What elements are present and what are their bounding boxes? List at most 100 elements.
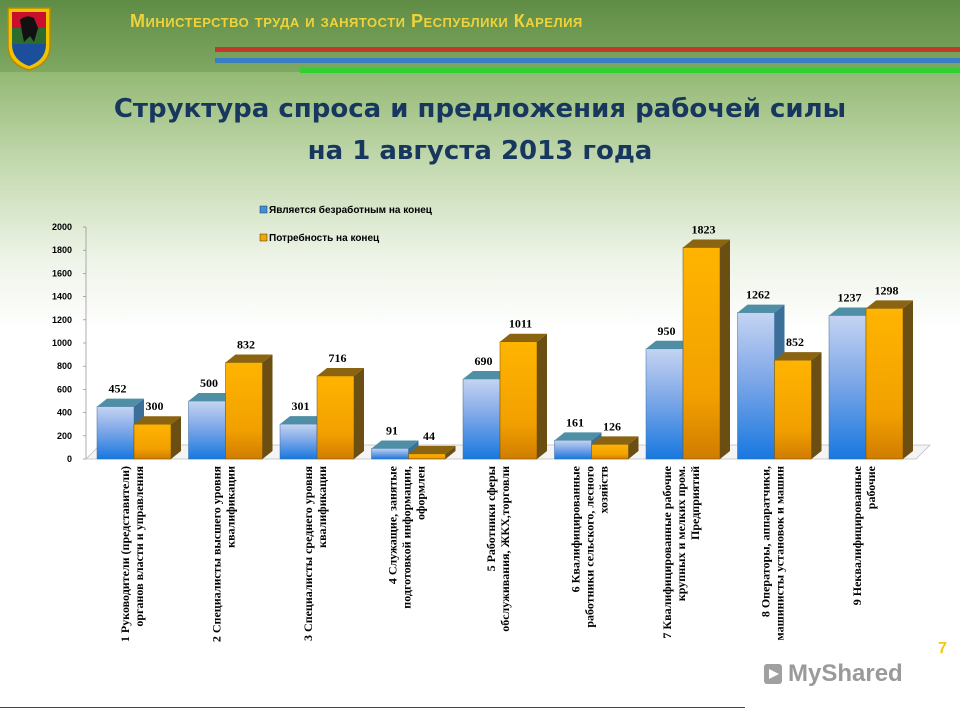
bar-top [97,398,144,407]
data-label: 832 [237,337,255,351]
y-tick-label: 1200 [52,315,72,325]
bar [865,308,904,460]
bar [96,406,135,460]
bar [828,315,867,460]
bar-top [829,307,876,316]
legend-swatch [259,205,268,214]
y-tick-label: 1400 [52,292,72,302]
bar-top [188,393,236,401]
bar [499,341,538,460]
bar-top [774,352,822,361]
y-tick-label: 0 [67,454,72,464]
bar-top [371,440,419,449]
y-tick-label: 1800 [52,245,72,255]
category-label: 7 Квалифицированные рабочиекрупных и мел… [660,465,702,638]
bar [133,423,172,460]
data-label: 301 [292,399,310,413]
data-label: 716 [329,351,347,365]
bar-side [811,352,822,459]
bar-top [408,445,456,454]
data-label: 500 [200,376,218,390]
bar-top [134,416,181,425]
legend-label: Является безработным на конец [269,204,433,216]
bar-top [554,432,602,441]
bar-side [354,367,364,459]
data-label: 161 [566,415,584,429]
page-title: Структура спроса и предложения рабочей с… [40,88,920,172]
header-stripe-blue [215,58,960,63]
y-tick-label: 2000 [52,222,72,232]
page-title-line2: на 1 августа 2013 года [307,136,653,166]
data-label: 452 [109,382,127,396]
bar-side [171,416,181,459]
bar-top [646,340,693,349]
bar [408,453,446,460]
bottom-rule [0,707,745,708]
category-label: 1 Руководители (представители)органов вл… [118,466,146,643]
bar [591,444,629,460]
bar-top [280,416,327,425]
bar [279,423,318,460]
bar-top [683,239,730,248]
category-label: 8 Операторы, аппаратчики,машинисты устан… [759,466,787,641]
y-tick-label: 200 [57,431,72,441]
bar-side [537,333,547,459]
bar-top [225,354,273,363]
bar-top [591,436,639,445]
bar [371,448,409,460]
data-label: 300 [146,399,164,413]
legend-swatch [259,233,268,242]
y-tick-label: 600 [57,384,72,394]
bar [645,348,684,460]
bar-side [720,239,730,459]
bar [682,247,721,460]
bar-top [500,333,547,342]
data-label: 852 [786,335,804,349]
legend-label: Потребность на конец [269,232,380,244]
data-label: 1262 [746,288,770,302]
bar-side [903,300,913,459]
bar-top [737,304,785,313]
category-label: 9 Неквалифицированныерабочие [850,465,878,605]
bar [225,362,263,460]
page-number: 7 [938,640,947,657]
bar [188,400,226,460]
category-label: 3 Специалисты среднего уровняквалификаци… [301,465,329,640]
myshared-logo-icon [764,664,782,684]
data-label: 690 [475,354,493,368]
y-tick-label: 400 [57,408,72,418]
header-stripe-green [300,68,960,73]
data-label: 44 [423,429,435,443]
bar-top [463,370,510,379]
bar-top [866,300,913,309]
bar [554,440,592,460]
bar [774,359,812,460]
data-label: 91 [386,423,398,437]
data-label: 950 [658,324,676,338]
karelia-coat-of-arms-icon [7,7,51,71]
bar-side [262,354,273,459]
ministry-name: Министерство труда и занятости Республик… [130,11,583,31]
bar-top [317,367,364,376]
header-stripe-red [215,47,960,52]
page-title-line1: Структура спроса и предложения рабочей с… [113,94,847,124]
bar [737,312,775,460]
data-label: 1298 [875,283,899,297]
y-tick-label: 1000 [52,338,72,348]
category-label: 5 Работники сферыобслуживания, ЖКХ,торго… [484,465,512,631]
bar-side [445,445,456,459]
category-label: 6 Квалифицированныеработники сельского, … [569,465,611,627]
y-tick-label: 800 [57,361,72,371]
data-label: 126 [603,419,621,433]
category-label: 4 Служащие, занятыеподготовкой информаци… [386,465,428,608]
y-tick-label: 1600 [52,268,72,278]
category-label: 2 Специалисты высшего уровняквалификации [210,465,238,642]
watermark-text: MyShared [788,660,903,687]
data-label: 1823 [692,223,716,237]
bar-side [628,436,639,459]
data-label: 1237 [838,291,862,305]
bar [316,375,355,460]
data-label: 1011 [509,317,532,331]
bar [462,378,501,460]
